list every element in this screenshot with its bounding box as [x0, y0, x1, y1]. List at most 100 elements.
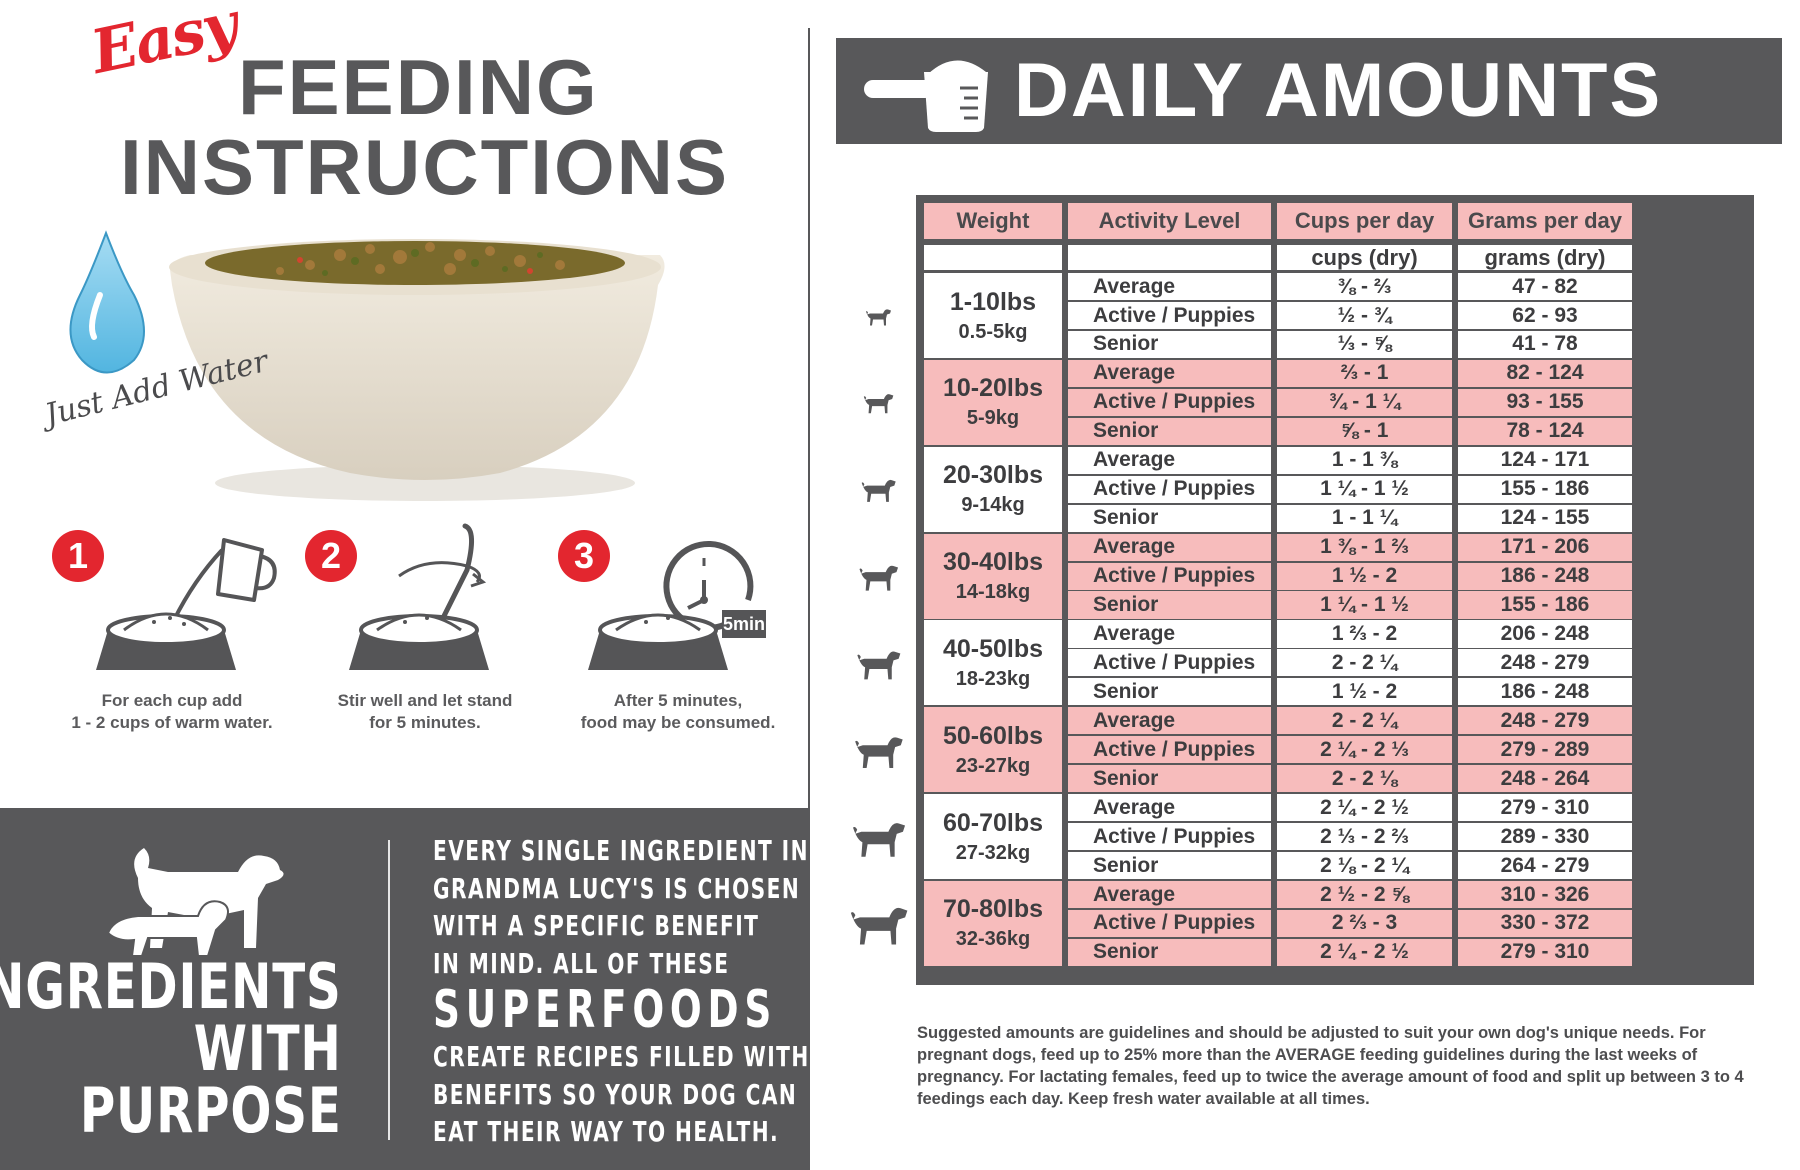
activity-cell: Senior: [1068, 330, 1271, 359]
feeding-table: Weight Activity Level Cups per day Grams pe…: [916, 195, 1754, 985]
activity-cell: Average: [1068, 359, 1271, 387]
activity-cell: Average: [1068, 533, 1271, 561]
cups-cell: 2 ¼ - 2 ½: [1277, 938, 1452, 966]
weight-kg: 23-27kg: [955, 754, 1031, 777]
panel-divider: [808, 28, 810, 1170]
grams-cell: 155 - 186: [1458, 591, 1632, 619]
weight-cell: 10-20lbs 5-9kg: [924, 359, 1062, 445]
dog-silhouette-icon: [855, 737, 903, 768]
easy-script-label: Easy: [85, 0, 243, 88]
weight-cell: 50-60lbs 23-27kg: [924, 707, 1062, 793]
cups-cell: 2 ¼ - 2 ½: [1277, 794, 1452, 822]
weight-kg: 18-23kg: [955, 667, 1031, 690]
cups-cell: 1 ⅔ - 2: [1277, 620, 1452, 648]
weight-cell: 70-80lbs 32-36kg: [924, 880, 1062, 966]
measuring-cup-icon: [96, 538, 277, 670]
cups-cell: ⅓ - ⅝: [1277, 330, 1452, 359]
table-subheader-cell: cups (dry): [1277, 245, 1452, 270]
activity-cell: Senior: [1068, 765, 1271, 793]
table-header-cell: Cups per day: [1277, 203, 1452, 239]
grams-cell: 279 - 310: [1458, 794, 1632, 822]
timer-icon: 5min: [588, 540, 766, 670]
activity-cell: Active / Puppies: [1068, 388, 1271, 416]
weight-kg: 32-36kg: [955, 928, 1031, 951]
activity-cell: Average: [1068, 880, 1271, 909]
grams-cell: 186 - 248: [1458, 562, 1632, 590]
daily-amounts-title: DAILY AMOUNTS: [1014, 48, 1663, 133]
weight-lbs: 10-20lbs: [942, 374, 1044, 403]
fork-icon: [349, 523, 489, 670]
dog-silhouette-icon: [859, 565, 899, 591]
weight-lbs: 60-70lbs: [942, 808, 1044, 837]
food-bowl-icon: [69, 230, 665, 501]
cups-cell: ⅝ - 1: [1277, 417, 1452, 445]
timer-label: 5min: [723, 614, 765, 634]
activity-cell: Active / Puppies: [1068, 823, 1271, 851]
grams-cell: 124 - 171: [1458, 446, 1632, 474]
activity-cell: Average: [1068, 794, 1271, 822]
weight-lbs: 50-60lbs: [942, 721, 1044, 750]
cups-cell: 2 ⅓ - 2 ⅔: [1277, 823, 1452, 851]
weight-lbs: 40-50lbs: [942, 634, 1044, 663]
step-2-number: 2: [305, 530, 357, 582]
activity-cell: Senior: [1068, 852, 1271, 880]
cups-cell: 1 ¼ - 1 ½: [1277, 475, 1452, 503]
grams-cell: 279 - 310: [1458, 938, 1632, 966]
cups-cell: 1 - 1 ¼: [1277, 504, 1452, 532]
weight-lbs: 30-40lbs: [942, 548, 1044, 577]
daily-amounts-banner: DAILY AMOUNTS: [836, 38, 1782, 144]
cups-cell: 1 ½ - 2: [1277, 678, 1452, 706]
cups-cell: 2 - 2 ¼: [1277, 649, 1452, 677]
activity-cell: Active / Puppies: [1068, 909, 1271, 938]
activity-cell: Senior: [1068, 678, 1271, 706]
step-1-number: 1: [52, 530, 104, 582]
dog-silhouette-icon: [866, 308, 891, 326]
weight-cell: 30-40lbs 14-18kg: [924, 533, 1062, 619]
weight-kg: 14-18kg: [955, 581, 1031, 604]
cups-cell: ⅔ - 1: [1277, 359, 1452, 387]
weight-cell: 40-50lbs 18-23kg: [924, 620, 1062, 706]
ingredients-text: EVERY SINGLE INGREDIENT IN GRANDMA LUCY'…: [433, 834, 810, 1148]
dog-silhouette-icon: [863, 394, 894, 414]
grams-cell: 82 - 124: [1458, 359, 1632, 387]
grams-cell: 248 - 279: [1458, 707, 1632, 735]
cups-cell: 2 ½ - 2 ⅝: [1277, 880, 1452, 909]
dog-silhouette-icon: [861, 480, 896, 503]
weight-cell: 60-70lbs 27-32kg: [924, 794, 1062, 880]
title-instructions: INSTRUCTIONS: [120, 123, 729, 211]
grams-cell: 155 - 186: [1458, 475, 1632, 503]
grams-cell: 206 - 248: [1458, 620, 1632, 648]
activity-cell: Senior: [1068, 938, 1271, 966]
cups-cell: ⅜ - ⅔: [1277, 273, 1452, 301]
grams-cell: 171 - 206: [1458, 533, 1632, 561]
activity-cell: Average: [1068, 620, 1271, 648]
grams-cell: 93 - 155: [1458, 388, 1632, 416]
cups-cell: 2 ¼ - 2 ⅓: [1277, 736, 1452, 764]
activity-cell: Average: [1068, 446, 1271, 474]
grams-cell: 248 - 264: [1458, 765, 1632, 793]
activity-cell: Active / Puppies: [1068, 301, 1271, 330]
step-1-text: For each cup add 1 - 2 cups of warm water…: [71, 691, 273, 732]
cups-cell: 1 ⅜ - 1 ⅔: [1277, 533, 1452, 561]
activity-cell: Active / Puppies: [1068, 475, 1271, 503]
cups-cell: 1 ½ - 2: [1277, 562, 1452, 590]
ingredients-divider: [388, 840, 390, 1140]
grams-cell: 62 - 93: [1458, 301, 1632, 330]
table-header-cell: Weight: [924, 203, 1062, 239]
grams-cell: 41 - 78: [1458, 330, 1632, 359]
activity-cell: Senior: [1068, 417, 1271, 445]
table-header-cell: Activity Level: [1068, 203, 1271, 239]
footnote: Suggested amounts are guidelines and sho…: [917, 1024, 1744, 1108]
weight-kg: 5-9kg: [966, 407, 1020, 430]
table-header-cell: Grams per day: [1458, 203, 1632, 239]
table-subheader-cell: [924, 245, 1062, 270]
cups-cell: 2 - 2 ⅛: [1277, 765, 1452, 793]
weight-kg: 27-32kg: [955, 841, 1031, 864]
weight-lbs: 70-80lbs: [942, 895, 1044, 924]
activity-cell: Average: [1068, 707, 1271, 735]
grams-cell: 279 - 289: [1458, 736, 1632, 764]
cups-cell: 1 - 1 ⅜: [1277, 446, 1452, 474]
step-3: 3 5min After 5 minutes, food may be consu…: [558, 520, 798, 750]
scoop-icon: [864, 60, 988, 132]
step-2: 2 Stir well and let stand for 5 minutes.: [305, 520, 545, 750]
